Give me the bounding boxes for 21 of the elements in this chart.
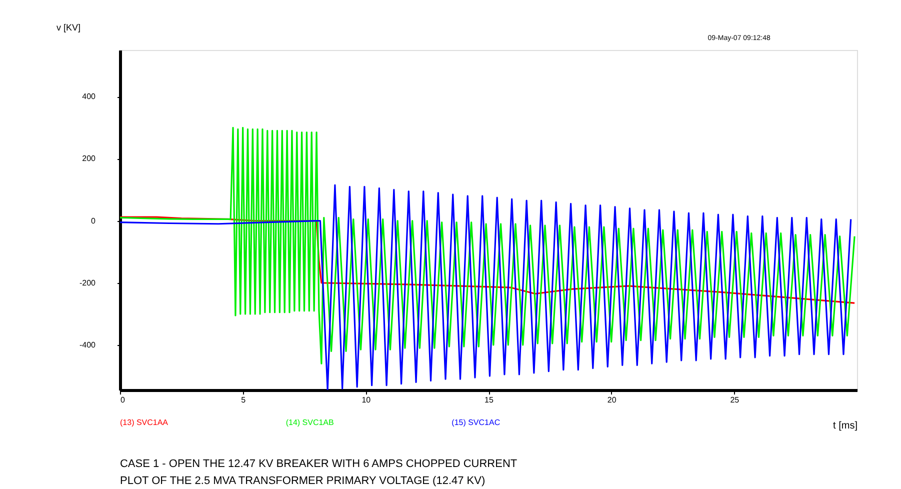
x-tick-label: 25 [730,396,740,404]
y-tick-label: -400 [79,340,96,350]
line-series [120,216,856,304]
text: (14) SVC1AB [286,418,334,427]
y-tick-label: 200 [82,154,96,164]
y-tick-label: 400 [82,92,96,102]
text: (15) SVC1AC [452,418,500,427]
text: CASE 1 - OPEN THE 12.47 KV BREAKER WITH 6 AMPS CHOPPED CURRENT [120,458,518,470]
line-series [120,126,856,364]
line-series [120,184,852,390]
y-axis-title: v [KV] [56,22,80,32]
x-axis-title: t [ms] [833,420,858,432]
x-tick-label: 0 [120,396,126,404]
x-tick-label: 15 [484,396,494,404]
text: PLOT OF THE 2.5 MVA TRANSFORMER PRIMARY VOLTAGE (12.47 KV) [120,475,486,487]
x-tick-label: 20 [607,396,617,404]
x-tick-label: 10 [362,396,372,404]
y-tick-label: -200 [79,278,96,288]
x-tick-label: 5 [241,396,246,404]
text: (13) SVC1AA [120,418,169,427]
y-tick-label: 0 [91,216,96,226]
